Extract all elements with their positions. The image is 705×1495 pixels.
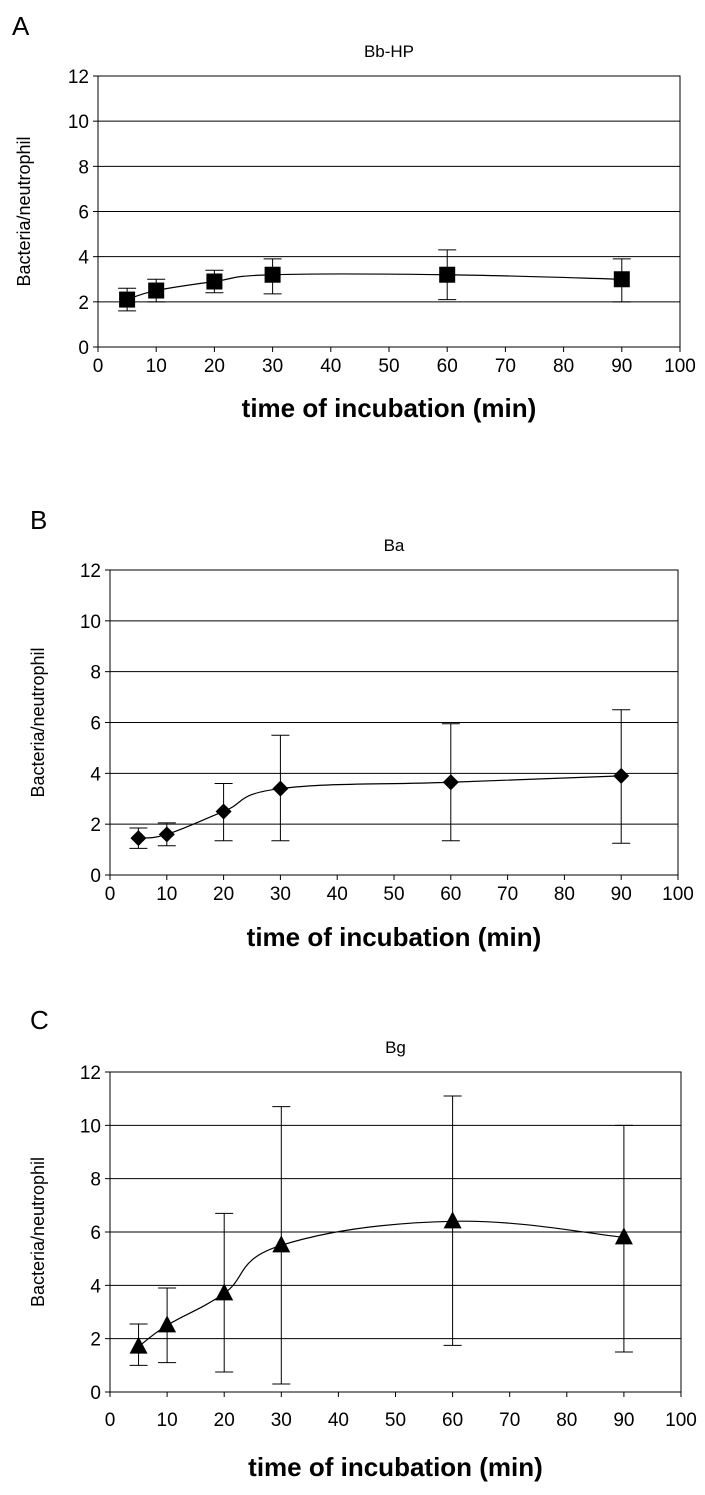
y-tick-label: 8: [78, 157, 89, 178]
y-tick-label: 0: [78, 338, 89, 359]
y-tick-label: 12: [80, 561, 101, 582]
x-tick-label: 20: [204, 356, 225, 377]
y-tick-label: 4: [90, 764, 101, 785]
y-tick-label: 0: [90, 866, 101, 887]
series-line: [126, 273, 622, 301]
series-line: [138, 775, 622, 839]
x-tick-label: 0: [105, 1410, 116, 1431]
x-tick-label: 80: [553, 356, 574, 377]
panel-letter: C: [30, 1005, 49, 1035]
data-point: [439, 266, 456, 283]
x-tick-label: 10: [156, 884, 177, 905]
data-point: [614, 1227, 633, 1245]
y-tick-label: 8: [90, 663, 101, 684]
y-axis-label: Bacteria/neutrophil: [28, 1157, 48, 1307]
x-tick-label: 30: [271, 1410, 292, 1431]
chart-title: Bg: [385, 1038, 406, 1057]
y-tick-label: 10: [80, 1116, 101, 1137]
y-tick-label: 4: [78, 248, 89, 269]
x-tick-label: 40: [320, 356, 341, 377]
data-point: [206, 273, 223, 290]
x-tick-label: 80: [556, 1410, 577, 1431]
chart-title: Bb-HP: [364, 42, 414, 61]
x-tick-label: 0: [93, 356, 104, 377]
x-tick-label: 60: [437, 356, 458, 377]
x-tick-label: 10: [157, 1410, 178, 1431]
x-tick-label: 0: [105, 884, 116, 905]
chart-panel-a: A Bb-HP 0 2 4 6 8 10 12 0 10 20 30 40 50 60 70 80 90 100 tim…: [12, 11, 696, 423]
data-point: [613, 271, 630, 288]
x-tick-label: 100: [662, 884, 694, 905]
x-tick-label: 80: [554, 884, 575, 905]
data-point: [272, 1235, 291, 1253]
y-axis-label: Bacteria/neutrophil: [28, 647, 48, 797]
data-point: [129, 1336, 148, 1354]
y-tick-label: 4: [90, 1276, 101, 1297]
x-tick-label: 20: [213, 884, 234, 905]
data-point: [215, 803, 232, 820]
x-tick-label: 30: [262, 356, 283, 377]
x-tick-label: 90: [613, 1410, 634, 1431]
x-tick-label: 40: [328, 1410, 349, 1431]
x-tick-label: 50: [383, 884, 404, 905]
data-point: [272, 780, 289, 797]
x-tick-label: 50: [385, 1410, 406, 1431]
y-tick-label: 12: [80, 1063, 101, 1084]
data-point: [119, 291, 136, 308]
data-point: [158, 826, 175, 843]
x-tick-label: 90: [611, 356, 632, 377]
chart-panel-c: C Bg 0 2 4 6 8 10 12 0 10 20 30 40 50 60 70 80 90 100 time o…: [28, 1005, 697, 1482]
y-tick-label: 10: [80, 612, 101, 633]
x-tick-label: 100: [664, 356, 696, 377]
series-line: [138, 1220, 624, 1348]
y-tick-label: 10: [68, 112, 89, 133]
chart-title: Ba: [384, 536, 405, 555]
y-tick-label: 6: [78, 203, 89, 224]
y-tick-label: 6: [90, 714, 101, 735]
y-tick-label: 6: [90, 1223, 101, 1244]
data-point: [215, 1283, 234, 1301]
data-point: [158, 1315, 177, 1333]
x-tick-label: 30: [270, 884, 291, 905]
x-tick-label: 40: [327, 884, 348, 905]
data-point: [442, 774, 459, 791]
x-tick-label: 60: [442, 1410, 463, 1431]
y-tick-label: 12: [68, 67, 89, 88]
x-axis-label: time of incubation (min): [242, 393, 537, 423]
data-point: [130, 830, 147, 847]
data-point: [264, 266, 281, 283]
y-tick-label: 2: [90, 815, 101, 836]
y-axis-label: Bacteria/neutrophil: [14, 136, 34, 286]
x-tick-label: 90: [611, 884, 632, 905]
y-tick-label: 8: [90, 1170, 101, 1191]
x-axis-label: time of incubation (min): [248, 1452, 543, 1482]
x-tick-label: 20: [214, 1410, 235, 1431]
panel-letter: A: [12, 11, 30, 41]
x-axis-label: time of incubation (min): [247, 922, 542, 952]
x-tick-label: 60: [440, 884, 461, 905]
y-tick-label: 0: [90, 1383, 101, 1404]
panel-letter: B: [30, 505, 47, 535]
y-tick-label: 2: [90, 1330, 101, 1351]
x-tick-label: 70: [495, 356, 516, 377]
x-tick-label: 100: [665, 1410, 697, 1431]
x-tick-label: 10: [146, 356, 167, 377]
data-point: [613, 767, 630, 784]
chart-panel-b: B Ba 0 2 4 6 8 10 12 0 10 20 30 40 50 60 70 80 90 100 time o…: [28, 505, 694, 952]
y-tick-label: 2: [78, 293, 89, 314]
x-tick-label: 50: [378, 356, 399, 377]
data-point: [148, 282, 165, 299]
x-tick-label: 70: [497, 884, 518, 905]
x-tick-label: 70: [499, 1410, 520, 1431]
data-point: [443, 1211, 462, 1229]
